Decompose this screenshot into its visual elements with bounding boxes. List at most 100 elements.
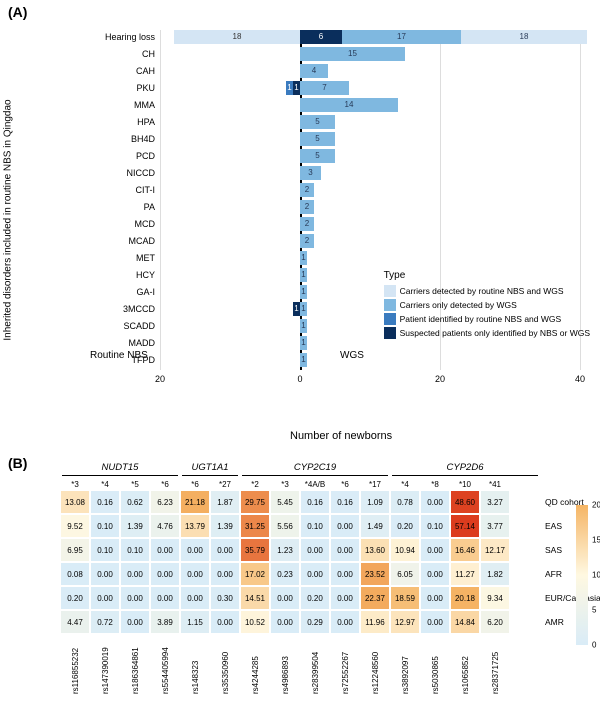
heatmap-cell: 0.00: [420, 538, 450, 562]
heatmap-cell: 0.00: [330, 586, 360, 610]
heatmap-cell: 3.27: [480, 490, 510, 514]
heatmap-cell: 0.00: [150, 562, 180, 586]
gene-underline: [242, 475, 388, 476]
legend-label: Carriers only detected by WGS: [400, 300, 517, 310]
rsid-label: rs4986893: [281, 656, 290, 694]
heatmap-cell: 0.00: [90, 562, 120, 586]
gene-label: NUDT15: [60, 462, 180, 473]
heatmap-cell: 0.00: [420, 562, 450, 586]
disorder-label: BH4D: [55, 132, 155, 146]
legend-item: Carriers only detected by WGS: [384, 299, 590, 311]
heatmap-cell: 1.09: [360, 490, 390, 514]
rsid-label: rs28371725: [491, 652, 500, 694]
disorder-label: Hearing loss: [55, 30, 155, 44]
colorbar-tick: 20: [592, 501, 600, 510]
right-side-label: WGS: [340, 350, 364, 361]
heatmap-cell: 0.20: [300, 586, 330, 610]
y-axis-title: Inherited disorders included in routine …: [3, 99, 14, 340]
heatmap-cell: 0.00: [420, 610, 450, 634]
rsid-label: rs554405994: [161, 647, 170, 694]
bar-segment: 6: [300, 30, 342, 44]
legend-label: Carriers detected by routine NBS and WGS: [400, 286, 564, 296]
heatmap-cell: 0.00: [270, 586, 300, 610]
rsid-label: rs72552267: [341, 652, 350, 694]
heatmap-cell: 1.15: [180, 610, 210, 634]
heatmap-cell: 14.84: [450, 610, 480, 634]
disorder-label: 3MCCD: [55, 302, 155, 316]
allele-label: *10: [459, 480, 471, 489]
bar-segment: 5: [300, 115, 335, 129]
heatmap-cell: 12.97: [390, 610, 420, 634]
heatmap-row-label: EAS: [545, 514, 600, 538]
heatmap-cell: 1.39: [120, 514, 150, 538]
bar-segment: 1: [286, 81, 293, 95]
heatmap-cell: 6.20: [480, 610, 510, 634]
heatmap-cell: 6.05: [390, 562, 420, 586]
heatmap-cell: 0.10: [300, 514, 330, 538]
disorder-label: HPA: [55, 115, 155, 129]
heatmap-cell: 13.79: [180, 514, 210, 538]
heatmap-cell: 0.08: [60, 562, 90, 586]
bar-segment: 14: [300, 98, 398, 112]
rsid-label: rs3892097: [401, 656, 410, 694]
legend-item: Carriers detected by routine NBS and WGS: [384, 285, 590, 297]
allele-label: *4: [401, 480, 409, 489]
heatmap-cell: 0.00: [180, 586, 210, 610]
colorbar-tick: 0: [592, 641, 596, 650]
bar-segment: 1: [293, 81, 300, 95]
bar-segment: 5: [300, 132, 335, 146]
disorder-label: CIT-I: [55, 183, 155, 197]
heatmap-cell: 9.34: [480, 586, 510, 610]
heatmap-cell: 0.10: [90, 538, 120, 562]
allele-label: *5: [131, 480, 139, 489]
legend-label: Patient identified by routine NBS and WG…: [400, 314, 562, 324]
colorbar: 05101520: [576, 505, 588, 645]
heatmap-cell: 0.10: [420, 514, 450, 538]
heatmap-cell: 0.00: [270, 610, 300, 634]
bar-segment: 2: [300, 183, 314, 197]
allele-label: *3: [71, 480, 79, 489]
heatmap-cell: 6.95: [60, 538, 90, 562]
heatmap-cell: 35.79: [240, 538, 270, 562]
rsid-label: rs186364861: [131, 647, 140, 694]
heatmap-cell: 4.47: [60, 610, 90, 634]
allele-label: *8: [431, 480, 439, 489]
legend-swatch: [384, 285, 396, 297]
heatmap-cell: 0.30: [210, 586, 240, 610]
rsid-label: rs5030865: [431, 656, 440, 694]
heatmap-cell: 0.00: [150, 586, 180, 610]
heatmap-cell: 0.00: [210, 610, 240, 634]
allele-label: *6: [341, 480, 349, 489]
bar-segment: 7: [300, 81, 349, 95]
disorder-label: MADD: [55, 336, 155, 350]
heatmap-cell: 0.10: [120, 538, 150, 562]
rsid-label: rs147390019: [101, 647, 110, 694]
legend-swatch: [384, 327, 396, 339]
legend-item: Suspected patients only identified by NB…: [384, 327, 590, 339]
disorder-label: PA: [55, 200, 155, 214]
heatmap-cell: 48.60: [450, 490, 480, 514]
bar-segment: 1: [300, 268, 307, 282]
heatmap-cell: 6.23: [150, 490, 180, 514]
allele-label: *4: [101, 480, 109, 489]
x-tick: 20: [155, 374, 165, 384]
heatmap-cell: 23.52: [360, 562, 390, 586]
disorder-label: PCD: [55, 149, 155, 163]
heatmap-cell: 5.56: [270, 514, 300, 538]
gene-label: CYP2D6: [390, 462, 540, 473]
gene-label: CYP2C19: [240, 462, 390, 473]
heatmap-cell: 0.00: [300, 562, 330, 586]
heatmap-cell: 11.96: [360, 610, 390, 634]
bar-segment: 1: [293, 302, 300, 316]
heatmap-cell: 0.00: [330, 610, 360, 634]
heatmap-cell: 3.77: [480, 514, 510, 538]
bar-segment: 3: [300, 166, 321, 180]
colorbar-tick: 15: [592, 536, 600, 545]
disorder-label: HCY: [55, 268, 155, 282]
legend-title: Type: [384, 270, 590, 281]
x-tick: 20: [435, 374, 445, 384]
allele-label: *27: [219, 480, 231, 489]
disorder-label: CAH: [55, 64, 155, 78]
rsid-label: rs35350960: [221, 652, 230, 694]
allele-label: *6: [161, 480, 169, 489]
